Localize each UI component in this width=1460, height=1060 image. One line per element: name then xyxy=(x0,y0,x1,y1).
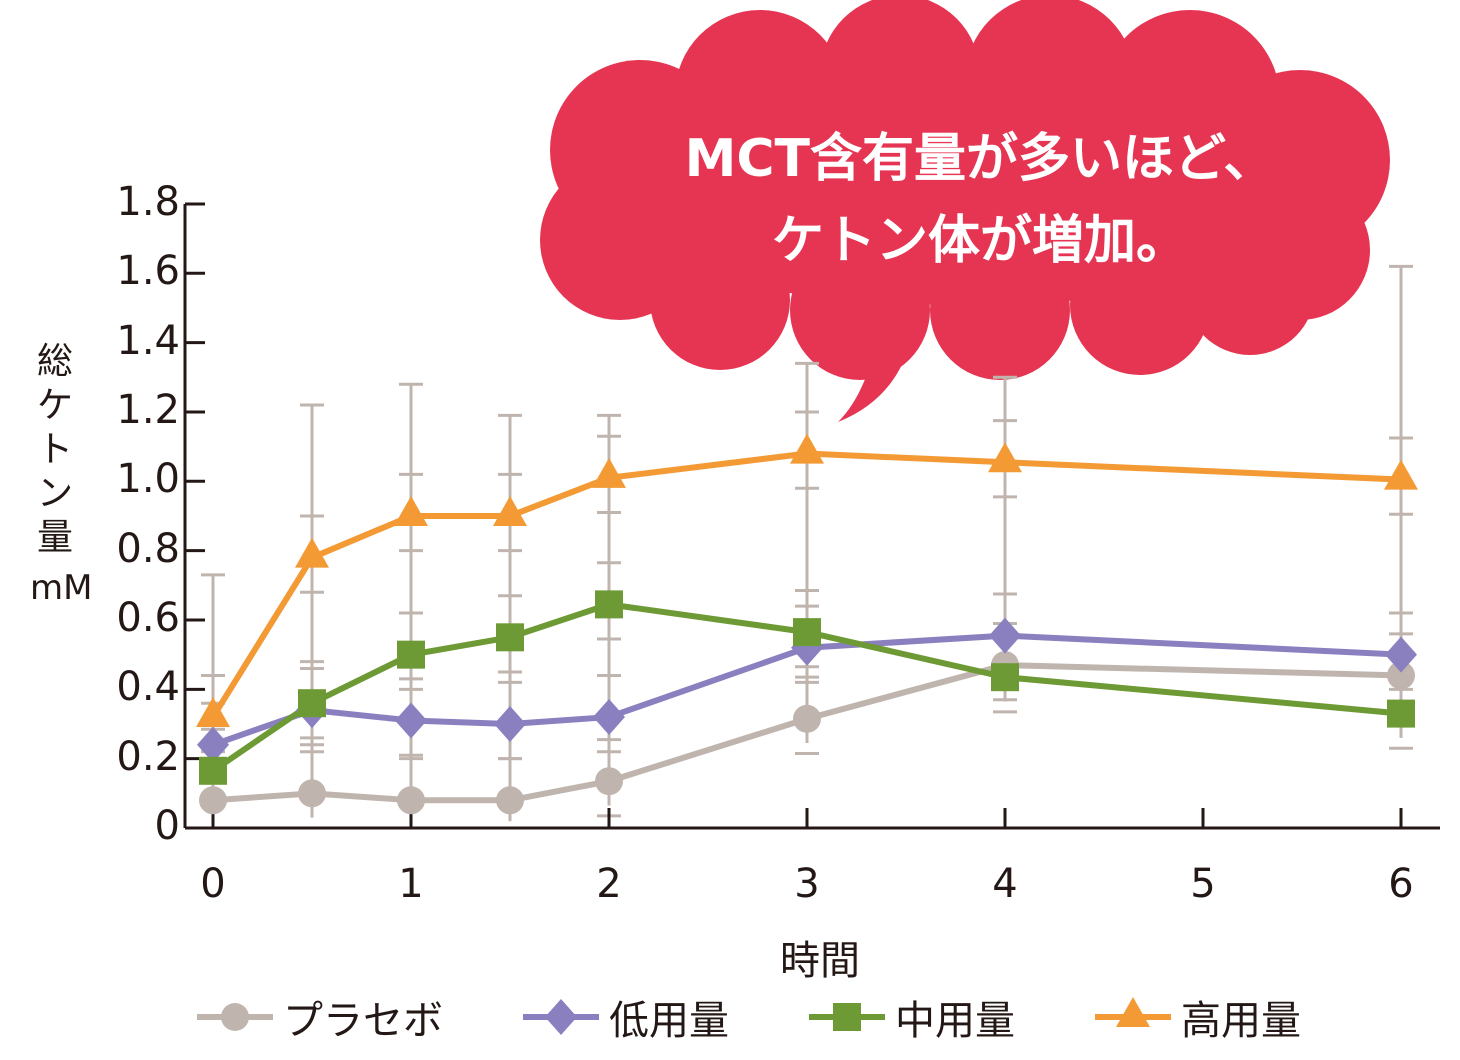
y-tick-label: 1.8 xyxy=(116,178,180,225)
triangle-marker xyxy=(1116,997,1150,1027)
x-tick-label: 2 xyxy=(596,861,622,907)
y-axis-label-unit: mM xyxy=(30,568,93,608)
plot-area xyxy=(183,202,1440,830)
x-tick-label: 0 xyxy=(200,861,226,907)
y-tick-label: 1.2 xyxy=(116,386,180,433)
triangle-marker xyxy=(394,495,428,526)
y-tick-label: 0 xyxy=(154,803,180,849)
square-marker xyxy=(199,756,227,785)
circle-marker xyxy=(199,786,227,815)
legend-label: 高用量 xyxy=(1181,998,1301,1044)
y-axis-label-main: 総ケトン量 xyxy=(36,341,73,558)
series-line xyxy=(210,450,1402,719)
y-tick-label: 1.4 xyxy=(116,317,180,364)
diamond-marker xyxy=(1385,636,1417,673)
legend-item: 高用量 xyxy=(1093,988,1301,1046)
square-marker xyxy=(833,1003,861,1031)
callout-bubble xyxy=(540,0,1390,422)
series-line xyxy=(211,601,1402,774)
x-tick-label: 3 xyxy=(794,861,820,907)
callout-line-2: ケトン体が増加。 xyxy=(771,211,1188,271)
series-line xyxy=(212,662,1402,804)
square-legend-icon xyxy=(809,1003,885,1031)
x-tick-label: 6 xyxy=(1388,861,1414,907)
circle-legend-icon xyxy=(197,1003,273,1031)
diamond-marker xyxy=(197,726,229,763)
x-tick-label: 5 xyxy=(1190,861,1216,907)
y-tick-label: 0.8 xyxy=(116,525,180,572)
triangle-marker xyxy=(493,495,527,526)
square-marker xyxy=(496,623,524,652)
callout-text: MCT含有量が多いほど、 ケトン体が増加。 xyxy=(600,118,1360,282)
legend-label: 低用量 xyxy=(609,998,729,1044)
legend-item: 中用量 xyxy=(807,988,1015,1046)
legend-item: 低用量 xyxy=(521,988,729,1046)
x-tick-label: 1 xyxy=(398,861,424,907)
circle-marker xyxy=(496,786,524,815)
legend: プラセボ 低用量 中用量 高用量 xyxy=(195,988,1301,1046)
circle-marker xyxy=(793,704,821,733)
circle-marker xyxy=(221,1003,249,1031)
y-tick-label: 0.6 xyxy=(116,594,180,641)
callout-line-1: MCT含有量が多いほど、 xyxy=(684,129,1276,189)
legend-label: プラセボ xyxy=(283,998,443,1044)
y-axis-label: 総ケトン量 mM xyxy=(30,340,93,610)
diamond-legend-icon xyxy=(523,999,599,1035)
x-tick-label: 4 xyxy=(992,861,1018,907)
x-axis-label: 時間 xyxy=(780,938,860,984)
triangle-marker xyxy=(988,442,1022,473)
square-marker xyxy=(298,689,326,718)
diamond-marker xyxy=(989,617,1021,654)
square-marker xyxy=(793,618,821,647)
square-marker xyxy=(991,663,1019,692)
y-tick-label: 1.0 xyxy=(116,456,180,503)
series-line xyxy=(212,632,1402,748)
circle-marker xyxy=(595,767,623,796)
legend-item: プラセボ xyxy=(195,988,443,1046)
triangle-marker xyxy=(592,457,626,488)
triangle-marker xyxy=(790,433,824,464)
triangle-marker xyxy=(295,537,329,568)
diamond-marker xyxy=(494,705,526,742)
square-marker xyxy=(397,640,425,669)
diamond-marker xyxy=(593,699,625,736)
y-tick-label: 1.6 xyxy=(116,248,180,295)
circle-marker xyxy=(1387,661,1415,690)
circle-marker xyxy=(298,779,326,808)
square-marker xyxy=(1387,699,1415,728)
triangle-legend-icon xyxy=(1095,997,1171,1027)
triangle-marker xyxy=(1384,459,1418,490)
legend-label: 中用量 xyxy=(895,998,1015,1044)
y-tick-label: 0.2 xyxy=(116,733,180,780)
diamond-marker xyxy=(545,999,577,1035)
square-marker xyxy=(595,590,623,619)
y-tick-label: 0.4 xyxy=(116,664,180,711)
circle-marker xyxy=(397,786,425,815)
diamond-marker xyxy=(395,702,427,739)
triangle-marker xyxy=(196,697,230,728)
